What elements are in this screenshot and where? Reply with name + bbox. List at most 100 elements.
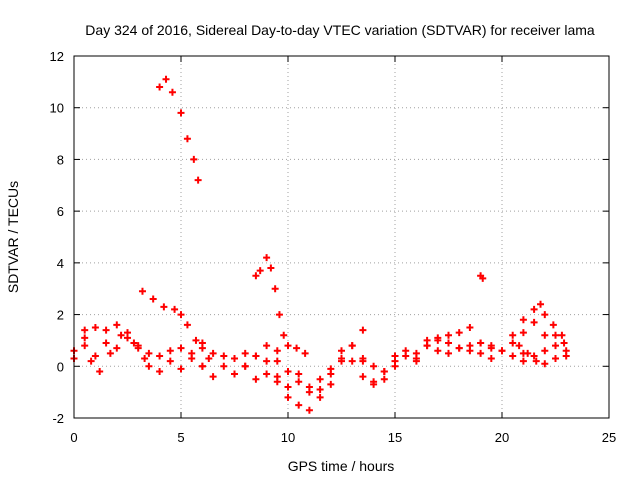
data-point	[205, 355, 213, 363]
data-point	[209, 349, 217, 357]
data-point	[380, 375, 388, 383]
x-tick-label: 0	[70, 430, 77, 445]
data-point	[156, 83, 164, 91]
data-point	[479, 274, 487, 282]
data-point	[117, 331, 125, 339]
data-point	[434, 334, 442, 342]
data-point	[273, 357, 281, 365]
series-track-4	[138, 287, 213, 363]
x-tick-label: 20	[495, 430, 509, 445]
data-point	[541, 360, 549, 368]
data-point	[498, 347, 506, 355]
y-tick-label: 0	[57, 359, 64, 374]
data-point	[295, 370, 303, 378]
data-point	[412, 357, 420, 365]
data-point	[445, 339, 452, 347]
data-point	[466, 342, 474, 350]
data-point	[530, 318, 538, 326]
data-point	[284, 342, 292, 350]
data-point	[198, 344, 206, 352]
data-point	[149, 295, 157, 303]
data-point	[96, 367, 104, 375]
data-point	[192, 336, 200, 344]
data-point	[370, 380, 378, 388]
data-point	[113, 344, 121, 352]
y-tick-label: 10	[50, 101, 64, 116]
data-point	[252, 375, 260, 383]
series-track-21	[519, 339, 568, 368]
data-point	[519, 316, 527, 324]
data-point	[113, 321, 121, 329]
data-point	[552, 355, 559, 363]
data-point	[305, 406, 313, 414]
data-point	[560, 339, 568, 347]
data-point	[316, 386, 324, 394]
data-point	[316, 375, 324, 383]
data-point	[477, 339, 485, 347]
data-point	[194, 176, 202, 184]
data-point	[102, 339, 110, 347]
data-point	[198, 362, 206, 370]
data-point	[284, 393, 292, 401]
y-tick-label: 4	[57, 256, 64, 271]
data-point	[220, 352, 228, 360]
data-point	[295, 401, 303, 409]
data-point	[209, 373, 217, 381]
data-point	[552, 342, 559, 350]
data-point	[166, 357, 174, 365]
data-point	[327, 370, 335, 378]
data-point	[102, 326, 110, 334]
data-point	[541, 311, 549, 319]
data-point	[220, 362, 228, 370]
series-track-5	[145, 355, 206, 375]
data-point	[541, 331, 549, 339]
data-point	[423, 342, 431, 350]
data-point	[241, 349, 249, 357]
series-track-17	[445, 318, 570, 363]
x-tick-label: 25	[602, 430, 616, 445]
x-tick-label: 10	[281, 430, 295, 445]
data-point	[530, 305, 538, 313]
data-point	[280, 331, 288, 339]
data-point	[177, 311, 185, 319]
data-point	[124, 334, 131, 342]
data-point	[231, 355, 238, 363]
data-point	[156, 352, 164, 360]
data-point	[532, 357, 540, 365]
data-point	[130, 339, 138, 347]
data-point	[515, 342, 523, 350]
data-point	[162, 75, 170, 83]
data-point	[316, 393, 324, 401]
y-axis-label: SDTVAR / TECUs	[5, 181, 21, 293]
series-track-18	[477, 272, 487, 282]
data-point	[177, 344, 185, 352]
chart-title: Day 324 of 2016, Sidereal Day-to-day VTE…	[85, 22, 595, 38]
data-point	[106, 349, 114, 357]
series-track-19	[509, 300, 570, 360]
series-track-6	[156, 75, 202, 184]
data-point	[190, 155, 198, 163]
data-point	[138, 287, 146, 295]
data-point	[241, 362, 249, 370]
series-track-3	[81, 331, 149, 375]
data-point	[271, 285, 279, 293]
data-point	[552, 331, 559, 339]
data-point	[412, 349, 420, 357]
y-tick-label: 2	[57, 308, 64, 323]
data-point	[263, 342, 271, 350]
series-track-10	[241, 362, 335, 414]
data-point	[519, 357, 527, 365]
data-point	[275, 311, 283, 319]
data-point	[284, 383, 292, 391]
data-point	[348, 357, 356, 365]
series-track-20	[515, 321, 566, 365]
data-point	[305, 383, 313, 391]
x-tick-label: 15	[388, 430, 402, 445]
data-point	[466, 324, 474, 331]
data-point	[160, 303, 168, 311]
data-point	[434, 347, 442, 355]
data-point	[145, 349, 153, 357]
data-point	[141, 355, 149, 363]
data-point	[177, 365, 185, 373]
